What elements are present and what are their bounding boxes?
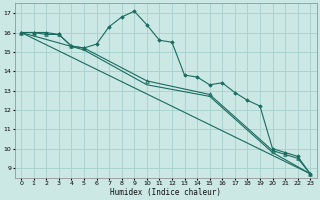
X-axis label: Humidex (Indice chaleur): Humidex (Indice chaleur) (110, 188, 221, 197)
